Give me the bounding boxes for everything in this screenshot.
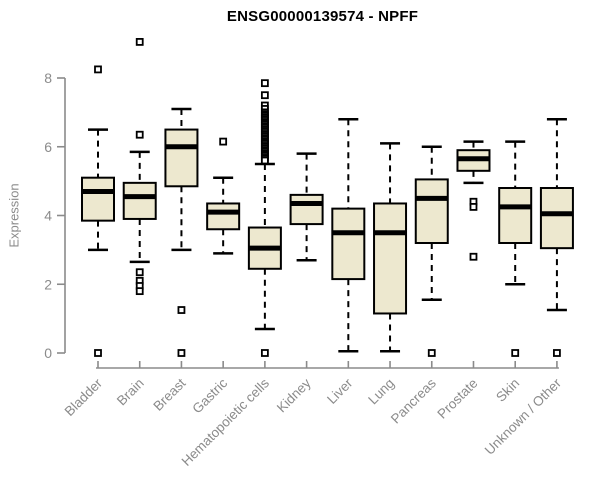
iqr-box: [539, 187, 574, 250]
outlier-point: [260, 91, 269, 100]
outlier-point: [177, 349, 186, 357]
y-tick-label: 6: [44, 139, 52, 155]
outlier-point: [469, 252, 478, 261]
iqr-box: [122, 181, 157, 220]
outlier-point: [511, 349, 520, 357]
outlier-point: [469, 203, 478, 211]
box-bladder: [81, 65, 115, 357]
outlier-point: [135, 130, 144, 139]
x-tick-label: Breast: [150, 375, 188, 413]
outlier-point: [260, 156, 269, 165]
box-prostate: [456, 140, 491, 261]
y-tick-label: 0: [44, 345, 52, 361]
outlier-point: [260, 349, 269, 357]
outlier-point: [94, 349, 102, 357]
box-unknown-other: [539, 118, 574, 357]
box-liver: [331, 118, 366, 353]
x-tick-label: Unknown / Other: [482, 375, 565, 458]
outlier-point: [219, 137, 228, 146]
box-pancreas: [414, 145, 449, 357]
x-tick-label: Bladder: [62, 375, 106, 419]
chart-title: ENSG00000139574 - NPFF: [226, 8, 419, 25]
box-hematopoietic-cells: [247, 79, 282, 357]
iqr-box: [373, 202, 408, 315]
outlier-point: [427, 349, 436, 357]
outlier-point: [553, 349, 561, 357]
outlier-point: [135, 268, 144, 277]
x-tick-label: Liver: [324, 375, 356, 407]
y-axis: 0 2 4 6 8: [44, 70, 66, 361]
iqr-box: [206, 202, 241, 231]
x-tick-label: Prostate: [434, 376, 480, 422]
box-gastric: [206, 137, 241, 255]
x-tick-label: Kidney: [274, 375, 314, 415]
box-lung: [373, 142, 408, 353]
x-tick-label: Skin: [493, 376, 522, 405]
outlier-point: [260, 79, 269, 88]
y-tick-label: 4: [44, 208, 52, 224]
outlier-point: [135, 38, 144, 46]
x-tick-label: Lung: [365, 376, 397, 408]
x-tick-label: Gastric: [189, 375, 230, 416]
box-brain: [122, 38, 157, 296]
iqr-box: [331, 207, 366, 281]
y-tick-label: 2: [44, 276, 52, 292]
iqr-box: [164, 128, 199, 188]
box-kidney: [289, 152, 324, 262]
iqr-box: [414, 178, 449, 244]
outlier-point: [94, 65, 102, 74]
outlier-point: [177, 306, 186, 314]
box-breast: [164, 107, 199, 357]
iqr-box: [81, 176, 115, 222]
x-tick-label: Brain: [114, 376, 147, 409]
iqr-box: [498, 187, 533, 244]
outlier-point: [135, 287, 144, 296]
box-skin: [498, 140, 533, 357]
x-tick-label: Pancreas: [388, 375, 439, 426]
iqr-box: [289, 193, 324, 226]
y-tick-label: 8: [44, 70, 52, 86]
